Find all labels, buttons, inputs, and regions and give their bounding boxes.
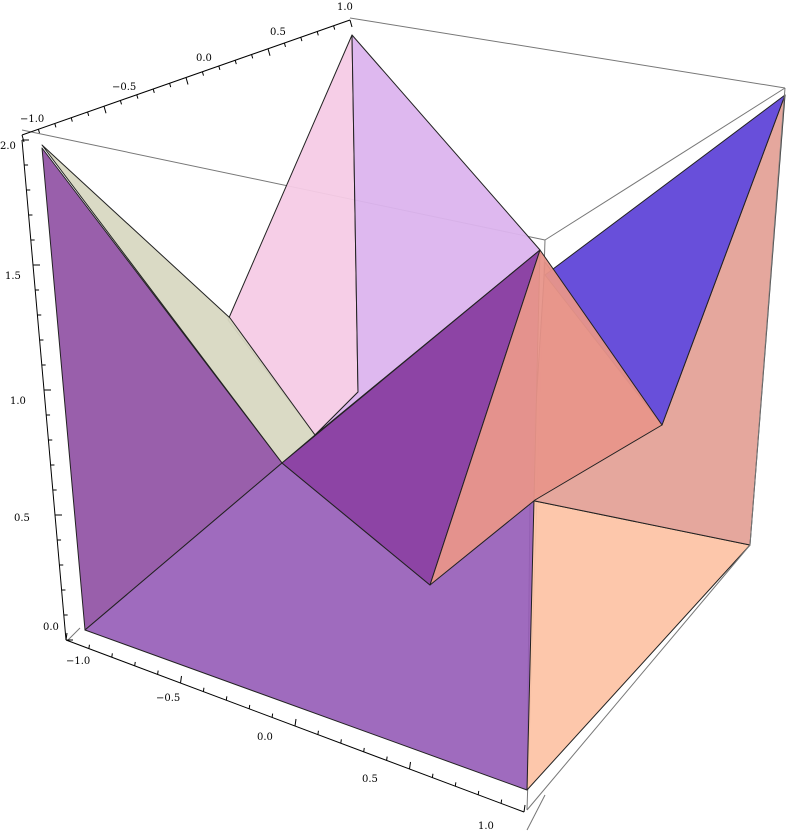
y-axis-tick (152, 88, 155, 93)
x-axis-tick (180, 675, 182, 684)
x-axis-tick (65, 632, 68, 641)
y-tick-label: 0.0 (196, 53, 212, 64)
z-tick-label: 0.0 (43, 622, 59, 633)
x-axis-tick (454, 782, 457, 787)
y-axis-tick (119, 100, 122, 105)
y-axis-tick (103, 106, 107, 114)
y-axis-tick (136, 94, 139, 99)
y-axis-tick (21, 134, 25, 143)
box-edge (526, 544, 751, 811)
box-edge (544, 87, 786, 241)
x-axis-tick (294, 718, 297, 727)
z-tick-label: 0.5 (14, 513, 30, 524)
y-tick-label: 1.0 (337, 2, 353, 13)
x-axis-tick (500, 799, 503, 804)
z-tick-label: 1.5 (5, 271, 21, 282)
x-axis-tick (431, 773, 434, 778)
y-axis-tick (70, 117, 73, 122)
x-axis-tick (134, 661, 136, 666)
y-axis-tick (267, 48, 271, 56)
y-axis-tick (218, 65, 221, 70)
y-axis-tick (54, 123, 57, 128)
y-tick-label: −1.0 (20, 114, 44, 125)
y-axis-tick (333, 25, 336, 30)
x-axis-tick (409, 761, 411, 770)
x-axis-tick (88, 644, 90, 649)
box-edge (749, 87, 786, 546)
x-axis-tick (477, 790, 480, 795)
y-axis-tick (300, 37, 303, 42)
y-tick-label: −0.5 (112, 82, 136, 93)
x-tick-label: 1.0 (478, 821, 494, 832)
y-axis-tick (283, 42, 286, 47)
z-tick-label: 1.0 (10, 396, 26, 407)
y-axis-tick (234, 60, 237, 65)
box-edge (67, 627, 81, 641)
floor-face (526, 499, 751, 791)
x-axis-tick (111, 653, 113, 658)
y-axis-tick (169, 83, 172, 88)
x-axis-tick (271, 713, 274, 718)
box-edge (526, 794, 546, 831)
x-axis-tick (202, 687, 205, 692)
x-axis-tick (157, 670, 159, 675)
x-axis-tick (317, 730, 319, 735)
x-axis-tick (523, 804, 526, 813)
y-axis-tick (87, 111, 90, 116)
y-axis-tick (37, 129, 40, 134)
z-tick-label: 2.0 (0, 141, 16, 152)
x-tick-label: −0.5 (156, 693, 180, 704)
x-axis-tick (340, 739, 342, 744)
y-axis-tick (251, 54, 254, 59)
x-tick-label: 0.5 (362, 774, 378, 785)
x-axis-tick (225, 696, 228, 701)
y-tick-label: 0.5 (270, 27, 286, 38)
y-axis-tick (349, 19, 353, 28)
salmon-face (429, 249, 663, 586)
x-tick-label: −1.0 (66, 656, 90, 667)
x-axis-tick (248, 704, 251, 709)
y-axis-tick (185, 77, 189, 85)
box-edge (349, 17, 786, 89)
x-axis-tick (363, 747, 365, 752)
beige-face (41, 144, 316, 464)
x-tick-label: 0.0 (257, 732, 273, 743)
y-axis-tick (316, 31, 319, 36)
y-axis-tick (201, 71, 204, 76)
x-axis-tick (386, 756, 388, 761)
